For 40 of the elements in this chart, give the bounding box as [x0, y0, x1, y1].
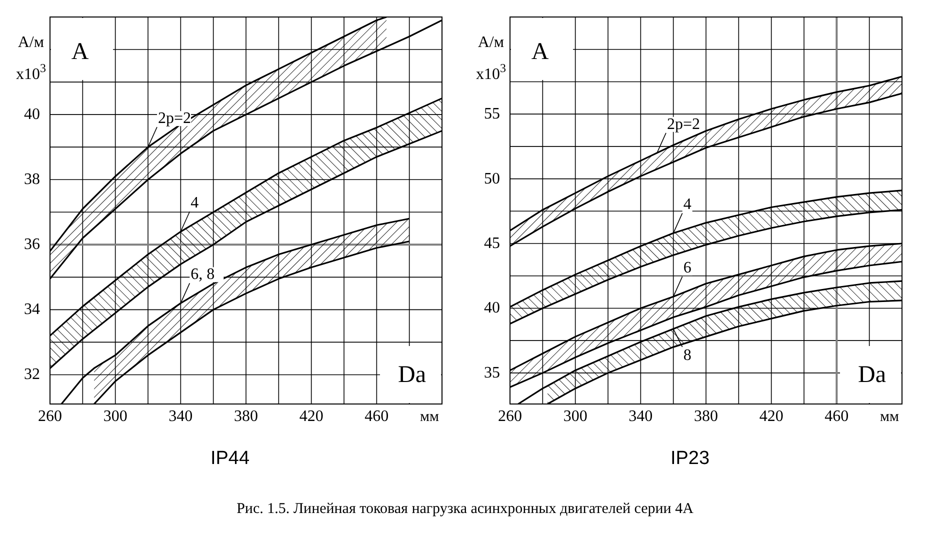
annotation: 2p=2 — [667, 116, 700, 133]
text: IP23 — [670, 448, 710, 469]
y-tick-label: 45 — [484, 235, 500, 252]
x-tick-label: 460 — [364, 408, 389, 425]
y-tick-label: 40 — [484, 300, 500, 317]
x-tick-label: 380 — [694, 408, 718, 425]
annotation: 4 — [683, 196, 692, 214]
annotation: 6 — [683, 260, 692, 277]
y-tick-label: 40 — [24, 106, 40, 124]
annotation: A — [71, 39, 90, 65]
x-tick-label: 340 — [168, 408, 193, 425]
annotation: A — [531, 39, 550, 65]
x-tick-label: 260 — [498, 408, 522, 425]
annotation: 4 — [190, 194, 199, 212]
y-tick-label: 50 — [484, 170, 500, 188]
annotation: Da — [858, 362, 886, 388]
y-tick-label: 36 — [24, 236, 40, 254]
x-tick-label: 260 — [38, 408, 62, 425]
y-tick-label: 32 — [24, 366, 40, 384]
text: Рис. 1.5. Линейная токовая нагрузка асинхронных двигателей серии 4А — [236, 501, 694, 517]
text: IP44 — [210, 448, 250, 469]
x-tick-label: 420 — [759, 408, 784, 425]
y-axis-title: А/м x10$^{3}$ — [476, 34, 506, 83]
x-tick-label: 300 — [563, 408, 588, 425]
annotation: 6, 8 — [190, 266, 215, 284]
x-axis-title: мм — [420, 409, 440, 425]
x-tick-label: 380 — [234, 408, 258, 425]
annotation: 8 — [683, 346, 692, 364]
y-tick-label: 34 — [24, 301, 40, 318]
x-tick-label: 300 — [103, 408, 128, 425]
x-tick-label: 420 — [299, 408, 324, 425]
x-tick-label: 340 — [628, 408, 653, 425]
annotation: 2p=2 — [158, 110, 192, 128]
x-axis-title: мм — [880, 409, 900, 425]
x-tick-label: 460 — [824, 408, 849, 425]
annotation: Da — [398, 362, 426, 388]
y-tick-label: 55 — [484, 106, 500, 123]
y-tick-label: 38 — [24, 171, 40, 188]
y-tick-label: 35 — [484, 364, 500, 382]
y-axis-title: А/м x10$^{3}$ — [16, 34, 46, 83]
